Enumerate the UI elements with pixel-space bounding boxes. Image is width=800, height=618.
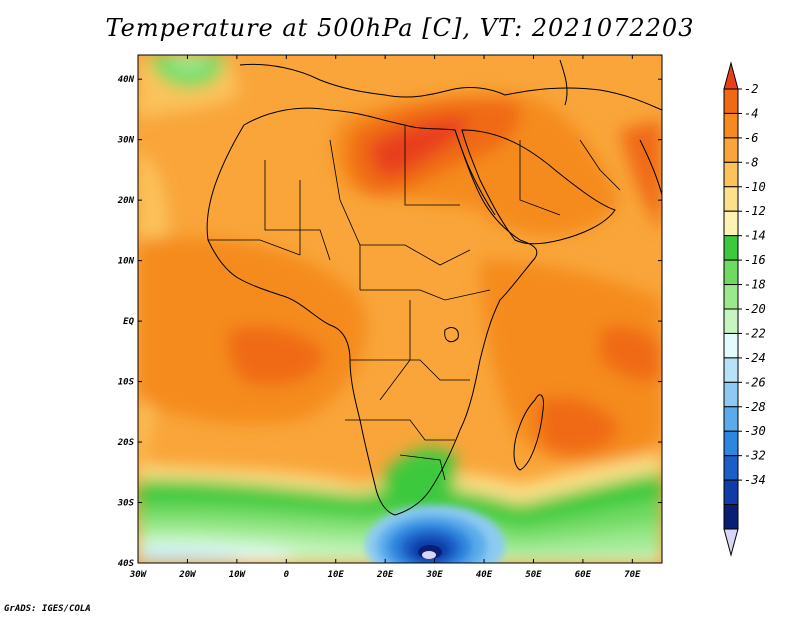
colorbar: -2 -4 -6 -8 -10 -12 -14 -16 -18 -20 -22 -24 -26 -28 -3… (723, 61, 766, 557)
colorbar-label: -16 (744, 253, 766, 267)
colorbar-swatch (723, 137, 739, 163)
colorbar-label: -12 (744, 204, 766, 218)
colorbar-swatch (723, 186, 739, 212)
colorbar-swatch (723, 308, 739, 334)
longitude-axis: 30W 20W 10W 0 10E 20E 30E 40E 50E 60E 70E (129, 55, 641, 580)
lat-tick-label: 40S (118, 559, 135, 569)
colorbar-label: -34 (744, 473, 766, 487)
colorbar-label: -24 (744, 351, 766, 365)
colorbar-swatch (723, 504, 739, 530)
colorbar-swatch (723, 332, 739, 359)
colorbar-swatch (723, 455, 739, 481)
colorbar-swatch (723, 284, 739, 310)
lon-tick-label: 40E (476, 570, 493, 580)
temperature-field (138, 55, 662, 563)
colorbar-label: -26 (744, 375, 766, 389)
colorbar-top-arrow (723, 61, 739, 90)
colorbar-label: -30 (744, 424, 766, 438)
lon-tick-label: 60E (575, 570, 592, 580)
credit-text: GrADS: IGES/COLA (4, 604, 91, 614)
latitude-axis: 40N 30N 20N 10N EQ 10S 20S 30S 40S (117, 75, 662, 569)
lon-tick-label: 70E (624, 570, 641, 580)
colorbar-label: -14 (744, 229, 766, 243)
country-borders (208, 125, 621, 481)
colorbar-label: -22 (744, 326, 766, 340)
colorbar-label: -32 (744, 449, 766, 463)
colorbar-label: -2 (744, 82, 758, 96)
colorbar-swatch (723, 430, 739, 457)
colorbar-swatch (723, 406, 739, 432)
colorbar-label: -8 (744, 155, 758, 169)
lat-tick-label: 10S (118, 378, 135, 388)
map-title: Temperature at 500hPa [C], VT: 202107220… (105, 14, 695, 42)
colorbar-swatch (723, 381, 739, 408)
colorbar-swatch (723, 88, 739, 114)
lat-tick-label: 10N (118, 257, 135, 267)
colorbar-label: -20 (744, 302, 766, 316)
lat-tick-label: 20N (117, 196, 135, 206)
colorbar-swatch (723, 357, 739, 383)
lon-tick-label: 20W (178, 570, 197, 580)
lon-tick-label: 30E (425, 570, 443, 580)
lon-tick-label: 50E (525, 570, 542, 580)
colorbar-label: -6 (744, 131, 758, 145)
colorbar-swatch (723, 112, 739, 139)
colorbar-label: -28 (744, 400, 766, 414)
colorbar-swatch (723, 210, 739, 237)
coastlines (206, 59, 662, 516)
lon-tick-label: 20E (376, 570, 394, 580)
lat-tick-label: 30S (117, 499, 135, 509)
lon-tick-label: 10E (328, 570, 345, 580)
colorbar-swatch (723, 259, 739, 286)
colorbar-label: -10 (744, 180, 766, 194)
lat-tick-label: EQ (123, 317, 134, 327)
colorbar-swatch (723, 161, 739, 188)
lon-tick-label: 10W (229, 570, 247, 580)
colorbar-label: -4 (744, 106, 758, 120)
lat-tick-label: 30N (117, 136, 135, 146)
colorbar-swatch (723, 479, 739, 506)
lon-tick-label: 0 (284, 570, 290, 580)
lat-tick-label: 20S (117, 438, 135, 448)
plot-frame (137, 54, 663, 564)
colorbar-label: -18 (744, 278, 766, 292)
lat-tick-label: 40N (118, 75, 135, 85)
colorbar-bottom-arrow (723, 528, 739, 557)
colorbar-swatch (723, 235, 739, 261)
lon-tick-label: 30W (129, 570, 148, 580)
